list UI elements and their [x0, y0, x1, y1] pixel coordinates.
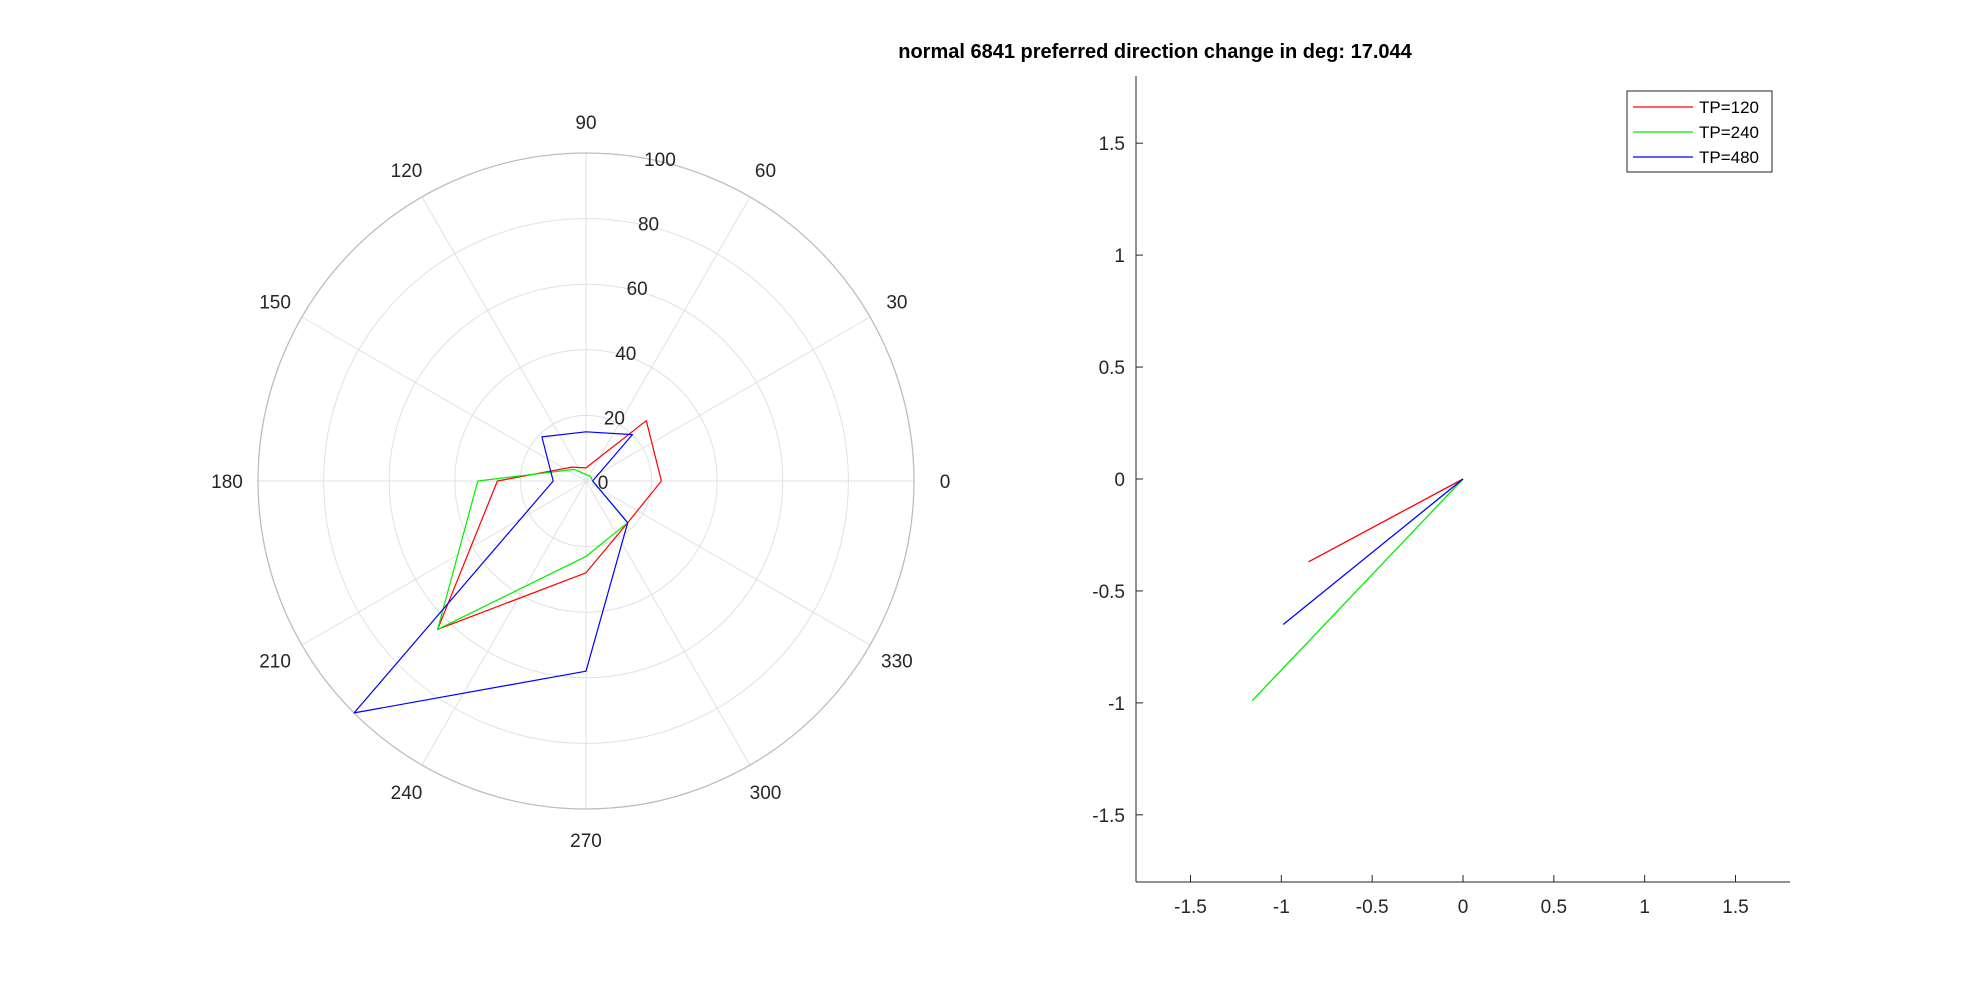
polar-series-tp120: [437, 420, 662, 631]
theta-tick-label: 330: [881, 652, 913, 673]
theta-grid-210: [301, 480, 587, 646]
theta-tick-label: 60: [755, 161, 776, 182]
y-tick-label: 1: [1114, 246, 1125, 267]
theta-tick-label: 30: [886, 293, 907, 314]
theta-tick-label: 300: [750, 783, 782, 804]
legend-label: TP=240: [1699, 123, 1759, 142]
y-tick-label: 0: [1114, 470, 1125, 491]
r-grid-40: [454, 349, 718, 613]
r-tick-label: 40: [615, 344, 636, 365]
r-grid-100: [257, 152, 915, 810]
line-series-tp120: [1308, 478, 1464, 563]
y-tick-label: 0.5: [1099, 358, 1125, 379]
theta-tick-label: 240: [391, 783, 423, 804]
y-tick-label: -1: [1108, 694, 1125, 715]
theta-tick-label: 210: [259, 652, 291, 673]
theta-tick-label: 90: [575, 113, 596, 134]
y-tick-label: -1.5: [1092, 806, 1125, 827]
theta-tick-label: 120: [391, 161, 423, 182]
x-tick-label: 0.5: [1541, 897, 1567, 918]
x-tick-label: -1: [1273, 897, 1290, 918]
theta-grid-60: [585, 196, 751, 482]
x-tick-label: 1.5: [1722, 897, 1748, 918]
x-tick-label: 1: [1639, 897, 1650, 918]
line-series-tp480: [1282, 478, 1464, 626]
line-series-tp240: [1251, 478, 1464, 702]
y-tick-label: -0.5: [1092, 582, 1125, 603]
r-tick-label: 80: [638, 215, 659, 236]
legend-label: TP=480: [1699, 148, 1759, 167]
theta-grid-150: [301, 316, 587, 482]
x-tick-label: 0: [1458, 897, 1469, 918]
theta-tick-label: 0: [940, 472, 951, 493]
theta-tick-label: 180: [211, 472, 243, 493]
r-tick-label: 100: [644, 150, 676, 171]
theta-tick-label: 150: [259, 293, 291, 314]
cartesian-plot: normal 6841 preferred direction change i…: [898, 41, 1790, 918]
polar-series-tp480: [353, 431, 634, 714]
x-tick-label: -1.5: [1174, 897, 1207, 918]
legend: TP=120 TP=240 TP=480: [1626, 90, 1773, 173]
r-tick-label: 0: [598, 473, 609, 494]
r-grid-80: [323, 218, 849, 744]
theta-grid-240: [421, 480, 587, 766]
theta-grid-120: [421, 196, 587, 482]
theta-grid-330: [585, 480, 871, 646]
r-tick-label: 60: [627, 279, 648, 300]
y-tick-label: 1.5: [1099, 134, 1125, 155]
polar-series-tp240: [437, 468, 629, 631]
r-grid-20: [519, 414, 653, 548]
plot-title: normal 6841 preferred direction change i…: [898, 41, 1412, 63]
theta-grid-30: [585, 316, 871, 482]
legend-label: TP=120: [1699, 98, 1759, 117]
polar-plot: 0 20 40 60 80 100 0 30 60 90 120 150 180 210 240 270 300…: [211, 113, 950, 852]
r-grid-60: [388, 283, 784, 679]
theta-grid-300: [585, 480, 751, 766]
r-tick-label: 20: [604, 408, 625, 429]
theta-tick-label: 270: [570, 831, 602, 852]
x-tick-label: -0.5: [1356, 897, 1389, 918]
